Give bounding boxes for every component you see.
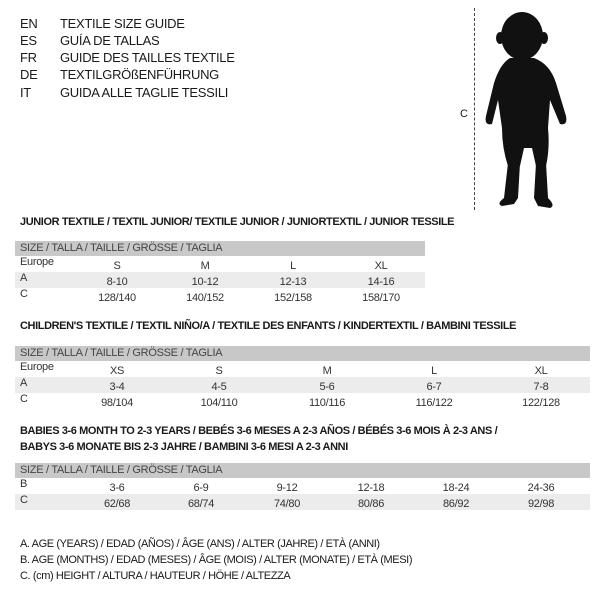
table-cell: 68/74 xyxy=(187,498,215,510)
table-cell: 18-24 xyxy=(442,482,470,494)
size-table-babies: SIZE / TALLA / TAILLE / GRÖSSE / TAGLIA B… xyxy=(15,463,590,510)
table-row: B 3-6 6-9 9-12 12-18 18-24 24-36 xyxy=(15,478,590,494)
size-header: SIZE / TALLA / TAILLE / GRÖSSE / TAGLIA xyxy=(15,346,590,361)
table-cell: 6-9 xyxy=(193,482,209,494)
table-cell: 158/170 xyxy=(362,292,400,304)
table-cell: 128/140 xyxy=(98,292,136,304)
table-cell: 74/80 xyxy=(273,498,301,510)
table-row: C 98/104 104/110 110/116 116/122 122/128 xyxy=(15,393,590,409)
legend-b: B. AGE (MONTHS) / EDAD (MESES) / ÂGE (MO… xyxy=(20,554,413,566)
table-cell: 24-36 xyxy=(527,482,555,494)
row-label: Europe xyxy=(20,361,54,373)
table-row: C 62/68 68/74 74/80 80/86 86/92 92/98 xyxy=(15,494,590,510)
table-cell: M xyxy=(200,260,210,272)
table-cell: 7-8 xyxy=(533,381,549,393)
row-label: C xyxy=(20,494,28,506)
table-cell: 3-4 xyxy=(109,381,125,393)
table-cell: XS xyxy=(109,365,125,377)
lang-line-it: IT GUIDA ALLE TAGLIE TESSILI xyxy=(20,85,229,100)
lang-line-de: DE TEXTILGRÖßENFÜHRUNG xyxy=(20,67,219,82)
table-cell: XL xyxy=(534,365,548,377)
table-row: Europe S M L XL xyxy=(15,256,425,272)
table-cell: L xyxy=(290,260,296,272)
size-header: SIZE / TALLA / TAILLE / GRÖSSE / TAGLIA xyxy=(15,241,425,256)
height-label: C xyxy=(460,108,468,120)
table-cell: 4-5 xyxy=(211,381,227,393)
table-cell: 9-12 xyxy=(276,482,298,494)
row-label: B xyxy=(20,478,28,490)
table-cell: 98/104 xyxy=(101,397,133,409)
size-table-children: SIZE / TALLA / TAILLE / GRÖSSE / TAGLIA E… xyxy=(15,346,590,409)
table-cell: 12-18 xyxy=(357,482,385,494)
legend-a: A. AGE (YEARS) / EDAD (AÑOS) / ÂGE (ANS)… xyxy=(20,538,380,550)
table-cell: 80/86 xyxy=(357,498,385,510)
lang-line-fr: FR GUIDE DES TAILLES TEXTILE xyxy=(20,50,235,65)
table-cell: XL xyxy=(374,260,388,272)
table-cell: S xyxy=(113,260,121,272)
table-cell: 8-10 xyxy=(106,276,128,288)
table-cell: 122/128 xyxy=(522,397,560,409)
table-row: A 3-4 4-5 5-6 6-7 7-8 xyxy=(15,377,590,393)
row-label: C xyxy=(20,393,28,405)
table-row: A 8-10 10-12 12-13 14-16 xyxy=(15,272,425,288)
size-header: SIZE / TALLA / TAILLE / GRÖSSE / TAGLIA xyxy=(15,463,590,478)
table-cell: L xyxy=(431,365,437,377)
table-cell: 3-6 xyxy=(109,482,125,494)
legend-c: C. (cm) HEIGHT / ALTURA / HAUTEUR / HÖHE… xyxy=(20,570,291,582)
row-label: C xyxy=(20,288,28,300)
row-label: A xyxy=(20,272,28,284)
row-label: A xyxy=(20,377,28,389)
table-row: Europe XS S M L XL xyxy=(15,361,590,377)
table-cell: S xyxy=(215,365,223,377)
size-table-junior: SIZE / TALLA / TAILLE / GRÖSSE / TAGLIA E… xyxy=(15,241,425,304)
lang-line-en: EN TEXTILE SIZE GUIDE xyxy=(20,16,185,31)
table-cell: 6-7 xyxy=(426,381,442,393)
table-cell: 104/110 xyxy=(200,397,238,409)
table-cell: 152/158 xyxy=(274,292,312,304)
table-cell: 110/116 xyxy=(308,397,346,409)
table-cell: 86/92 xyxy=(442,498,470,510)
table-title-children: CHILDREN'S TEXTILE / TEXTIL NIÑO/A / TEX… xyxy=(20,320,517,332)
table-cell: 62/68 xyxy=(103,498,131,510)
table-row: C 128/140 140/152 152/158 158/170 xyxy=(15,288,425,304)
table-cell: 12-13 xyxy=(279,276,307,288)
table-cell: 140/152 xyxy=(186,292,224,304)
table-cell: 10-12 xyxy=(191,276,219,288)
table-cell: M xyxy=(322,365,332,377)
height-measure-line xyxy=(474,8,475,210)
row-label: Europe xyxy=(20,256,54,268)
table-title-babies: BABIES 3-6 MONTH TO 2-3 YEARS / BEBÉS 3-… xyxy=(20,425,498,437)
table-title-babies-line2: BABYS 3-6 MONATE BIS 2-3 JAHRE / BAMBINI… xyxy=(20,441,348,453)
lang-line-es: ES GUÍA DE TALLAS xyxy=(20,33,160,48)
table-cell: 14-16 xyxy=(367,276,395,288)
table-cell: 116/122 xyxy=(415,397,453,409)
table-cell: 5-6 xyxy=(319,381,335,393)
table-cell: 92/98 xyxy=(527,498,555,510)
table-title-junior: JUNIOR TEXTILE / TEXTIL JUNIOR/ TEXTILE … xyxy=(20,216,455,228)
baby-silhouette-icon xyxy=(485,12,567,208)
